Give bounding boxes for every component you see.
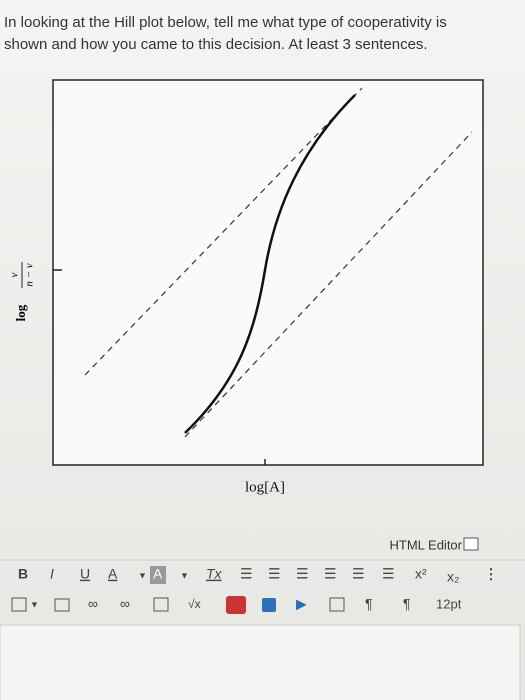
rtl-button[interactable]: ¶: [403, 596, 411, 612]
keyboard-icon[interactable]: [463, 537, 479, 551]
video-button[interactable]: [329, 597, 345, 612]
question-text: In looking at the Hill plot below, tell …: [4, 14, 447, 53]
youtube-button[interactable]: [226, 596, 246, 614]
underline-button[interactable]: U: [80, 566, 90, 582]
play-button[interactable]: ▶: [296, 596, 307, 612]
superscript-button[interactable]: x²: [415, 566, 427, 582]
align-right[interactable]: ☰: [296, 566, 309, 582]
editor-title[interactable]: HTML Editor: [390, 537, 463, 552]
dropdown-arrow: ▼: [30, 599, 39, 609]
font-color-button[interactable]: A: [108, 566, 118, 582]
dropdown-arrow: ▼: [180, 570, 189, 580]
bold-button[interactable]: B: [18, 566, 28, 582]
align-center[interactable]: ☰: [268, 566, 281, 582]
italic-button[interactable]: I: [50, 566, 54, 582]
justify[interactable]: ☰: [324, 566, 337, 582]
equation-button[interactable]: √x: [188, 597, 201, 611]
indent[interactable]: ☰: [352, 566, 365, 582]
highlight-swatch: [150, 566, 166, 584]
hill-curve: [184, 94, 356, 434]
vimeo-button[interactable]: [262, 598, 276, 612]
unlink-button[interactable]: ∞: [120, 596, 130, 612]
dropdown-arrow: ▼: [138, 570, 147, 580]
font-size-button[interactable]: 12pt: [436, 596, 462, 611]
y-label-denominator: n − ν: [24, 263, 36, 286]
y-label-log: log: [13, 304, 28, 321]
more-button[interactable]: ⋮: [484, 566, 498, 582]
subscript-button[interactable]: x₂: [447, 569, 459, 585]
y-axis-label: log ν n − ν: [9, 262, 36, 321]
dashed-asymptote: [84, 87, 363, 376]
image-button[interactable]: [153, 597, 169, 612]
x-axis-label: log[A]: [245, 479, 285, 495]
clear-format-button[interactable]: Tx: [206, 566, 223, 582]
table-button[interactable]: [11, 597, 27, 612]
link-button[interactable]: ∞: [88, 596, 98, 612]
media-button[interactable]: [54, 598, 70, 612]
dashed-asymptote: [184, 131, 473, 438]
plot-frame: [52, 79, 484, 466]
y-label-numerator: ν: [9, 272, 21, 277]
highlight-button[interactable]: A: [153, 566, 163, 582]
editor-textarea[interactable]: [0, 624, 521, 700]
ltr-button[interactable]: ¶: [365, 596, 373, 612]
outdent[interactable]: ☰: [382, 566, 395, 582]
align-left[interactable]: ☰: [240, 566, 253, 582]
